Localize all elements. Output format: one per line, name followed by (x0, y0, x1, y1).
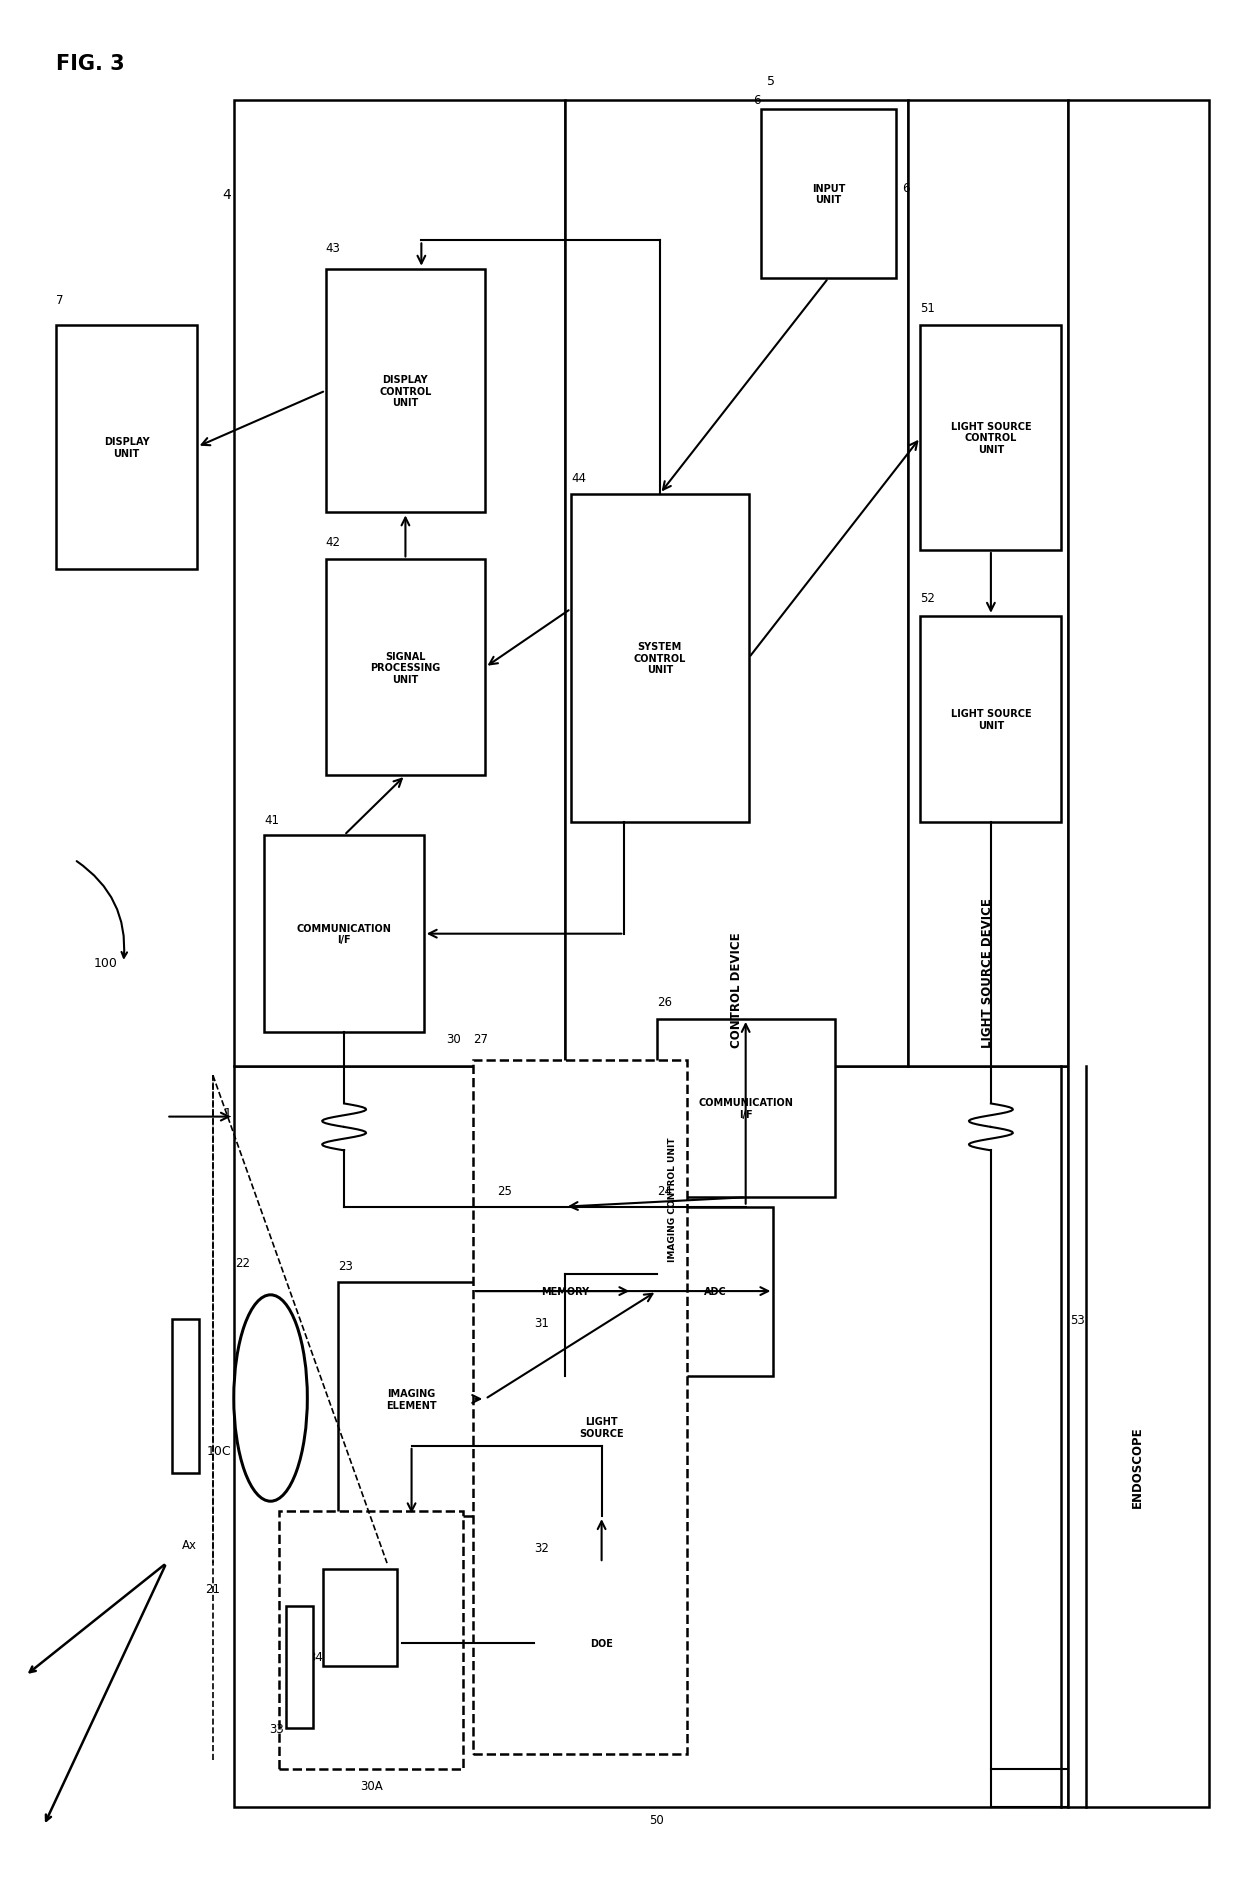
FancyBboxPatch shape (497, 1207, 632, 1375)
FancyBboxPatch shape (657, 1020, 835, 1198)
Text: 26: 26 (657, 996, 672, 1009)
Text: 53: 53 (1070, 1313, 1085, 1326)
Text: 33: 33 (269, 1721, 284, 1734)
FancyBboxPatch shape (570, 495, 749, 822)
Text: MEMORY: MEMORY (541, 1286, 589, 1296)
Text: DOE: DOE (590, 1638, 613, 1647)
Text: 32: 32 (534, 1541, 549, 1555)
Text: LIGHT SOURCE DEVICE: LIGHT SOURCE DEVICE (981, 897, 994, 1048)
Text: 4: 4 (222, 187, 232, 202)
Text: 5: 5 (768, 76, 775, 89)
Text: 7: 7 (56, 295, 63, 306)
FancyBboxPatch shape (326, 270, 485, 514)
Text: 27: 27 (472, 1033, 487, 1047)
FancyBboxPatch shape (234, 100, 565, 1067)
Text: DISPLAY
CONTROL
UNIT: DISPLAY CONTROL UNIT (379, 374, 432, 408)
FancyBboxPatch shape (172, 1320, 200, 1473)
FancyBboxPatch shape (326, 561, 485, 776)
Text: 52: 52 (920, 591, 935, 604)
Text: LIGHT
SOURCE: LIGHT SOURCE (579, 1417, 624, 1438)
FancyBboxPatch shape (657, 1207, 774, 1375)
FancyBboxPatch shape (56, 325, 197, 569)
Text: 23: 23 (339, 1260, 353, 1273)
FancyBboxPatch shape (234, 1067, 1068, 1808)
FancyBboxPatch shape (324, 1570, 397, 1666)
Text: FIG. 3: FIG. 3 (56, 53, 124, 74)
Text: SYSTEM
CONTROL
UNIT: SYSTEM CONTROL UNIT (634, 642, 686, 674)
Text: 6: 6 (754, 94, 761, 108)
Text: 24: 24 (657, 1184, 672, 1198)
Text: SIGNAL
PROCESSING
UNIT: SIGNAL PROCESSING UNIT (371, 652, 440, 684)
Text: 51: 51 (920, 302, 935, 314)
Text: 44: 44 (570, 472, 587, 485)
Text: ENDOSCOPE: ENDOSCOPE (1131, 1426, 1145, 1507)
FancyBboxPatch shape (1068, 100, 1209, 1808)
Text: LIGHT SOURCE
UNIT: LIGHT SOURCE UNIT (951, 708, 1032, 731)
Text: 31: 31 (534, 1317, 549, 1328)
Text: CONTROL DEVICE: CONTROL DEVICE (730, 931, 743, 1048)
FancyBboxPatch shape (761, 110, 895, 280)
FancyBboxPatch shape (286, 1606, 314, 1728)
Text: 30: 30 (446, 1033, 460, 1047)
Ellipse shape (234, 1296, 308, 1502)
Text: 41: 41 (264, 814, 279, 825)
FancyBboxPatch shape (908, 100, 1068, 1067)
Text: 10C: 10C (207, 1445, 232, 1456)
Text: 100: 100 (93, 956, 118, 969)
Text: COMMUNICATION
I/F: COMMUNICATION I/F (296, 924, 392, 944)
Text: 34: 34 (309, 1651, 324, 1664)
FancyBboxPatch shape (534, 1337, 670, 1517)
FancyBboxPatch shape (339, 1283, 485, 1517)
FancyBboxPatch shape (472, 1062, 687, 1755)
Text: 30A: 30A (360, 1779, 382, 1793)
FancyBboxPatch shape (264, 835, 424, 1033)
Text: COMMUNICATION
I/F: COMMUNICATION I/F (698, 1098, 794, 1120)
Text: DISPLAY
UNIT: DISPLAY UNIT (104, 436, 149, 459)
FancyBboxPatch shape (279, 1511, 463, 1770)
FancyBboxPatch shape (920, 325, 1061, 552)
Text: 1: 1 (223, 1107, 232, 1120)
Text: 25: 25 (497, 1184, 512, 1198)
Text: LIGHT SOURCE
CONTROL
UNIT: LIGHT SOURCE CONTROL UNIT (951, 421, 1032, 455)
Text: IMAGING CONTROL UNIT: IMAGING CONTROL UNIT (668, 1137, 677, 1262)
Text: 21: 21 (206, 1583, 221, 1594)
Text: ADC: ADC (703, 1286, 727, 1296)
Text: 42: 42 (326, 536, 341, 550)
FancyBboxPatch shape (565, 100, 908, 1067)
Text: IMAGING
ELEMENT: IMAGING ELEMENT (386, 1388, 436, 1409)
FancyBboxPatch shape (920, 616, 1061, 822)
Text: 50: 50 (650, 1813, 665, 1827)
Text: Ax: Ax (182, 1538, 197, 1551)
FancyBboxPatch shape (534, 1564, 670, 1723)
Text: 43: 43 (326, 242, 341, 255)
Text: 22: 22 (234, 1256, 249, 1269)
Text: INPUT
UNIT: INPUT UNIT (812, 183, 846, 206)
Text: 6: 6 (901, 181, 909, 195)
